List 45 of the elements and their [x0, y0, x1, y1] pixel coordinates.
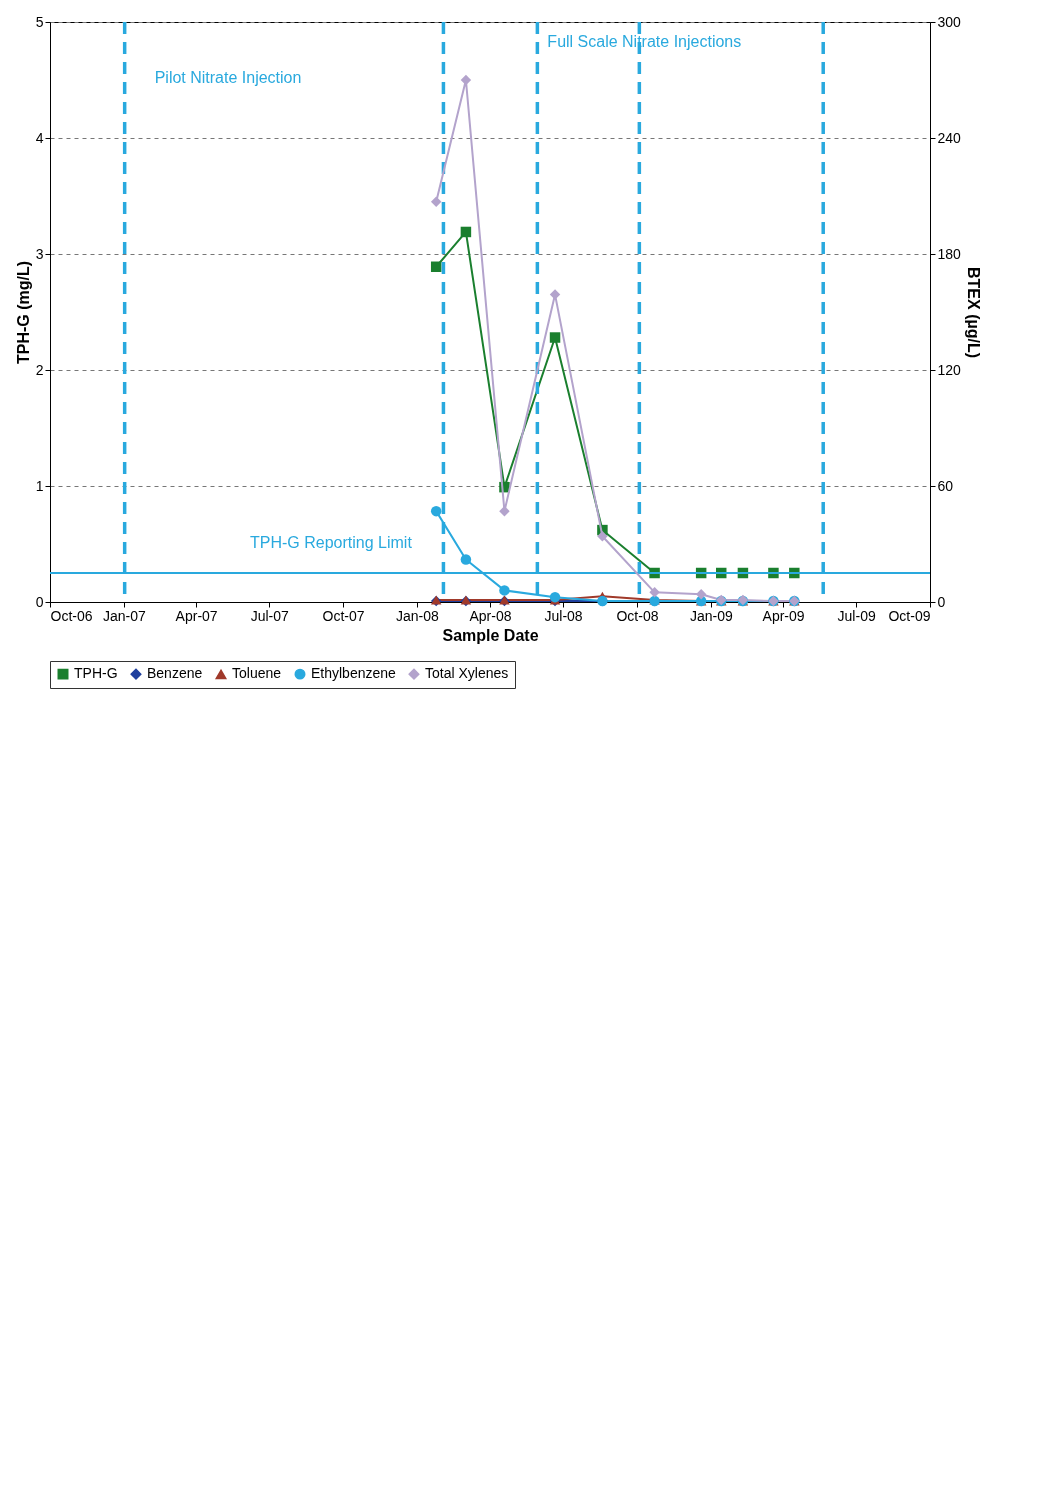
x-tick-label: Jul-07 — [250, 607, 289, 624]
y2-axis-title: BTEX (µg/L) — [964, 267, 982, 358]
y-tick-label: 4 — [35, 129, 44, 146]
point — [499, 585, 510, 596]
x-axis-title: Sample Date — [442, 626, 539, 644]
point — [460, 226, 472, 238]
annotation: Pilot Nitrate Injection — [154, 69, 302, 86]
y-tick-label: 3 — [35, 245, 44, 262]
x-tick-label: Apr-08 — [469, 607, 512, 624]
legend-label: Ethylbenzene — [311, 665, 397, 682]
y2-tick-label: 60 — [937, 477, 954, 494]
y2-tick-label: 300 — [937, 13, 962, 30]
x-tick-label: Jan-08 — [396, 607, 440, 624]
x-tick-label: Oct-06 — [50, 607, 93, 624]
legend-label: Benzene — [147, 665, 203, 682]
y-tick-label: 0 — [35, 593, 44, 610]
point — [460, 554, 472, 565]
point — [597, 531, 608, 542]
point — [430, 505, 442, 517]
y2-tick-label: 240 — [937, 129, 962, 146]
x-tick-label: Jan-09 — [689, 607, 733, 624]
y2-tick-label: 180 — [937, 245, 962, 262]
point — [649, 587, 660, 598]
point — [549, 591, 561, 603]
x-tick-label: Oct-09 — [888, 607, 931, 624]
point — [430, 196, 442, 208]
x-tick-label: Oct-07 — [322, 607, 365, 624]
x-tick-label: Jul-08 — [544, 607, 583, 624]
point — [549, 332, 561, 343]
x-tick-label: Jul-09 — [837, 607, 876, 624]
point — [430, 261, 442, 272]
y-tick-label: 1 — [35, 477, 44, 494]
x-tick-label: Apr-09 — [762, 607, 805, 624]
y2-tick-label: 0 — [937, 593, 946, 610]
ref-line-label: TPH-G Reporting Limit — [250, 534, 413, 551]
legend-label: Toluene — [232, 665, 282, 682]
y-axis-title: TPH-G (mg/L) — [14, 260, 32, 365]
legend-label: TPH-G — [74, 665, 118, 682]
legend-label: Total Xylenes — [425, 665, 509, 682]
y-tick-label: 5 — [35, 13, 44, 30]
y2-tick-label: 120 — [937, 361, 962, 378]
x-tick-label: Oct-08 — [616, 607, 659, 624]
x-tick-label: Jan-07 — [102, 607, 146, 624]
x-tick-label: Apr-07 — [175, 607, 218, 624]
y-tick-label: 2 — [35, 361, 44, 378]
